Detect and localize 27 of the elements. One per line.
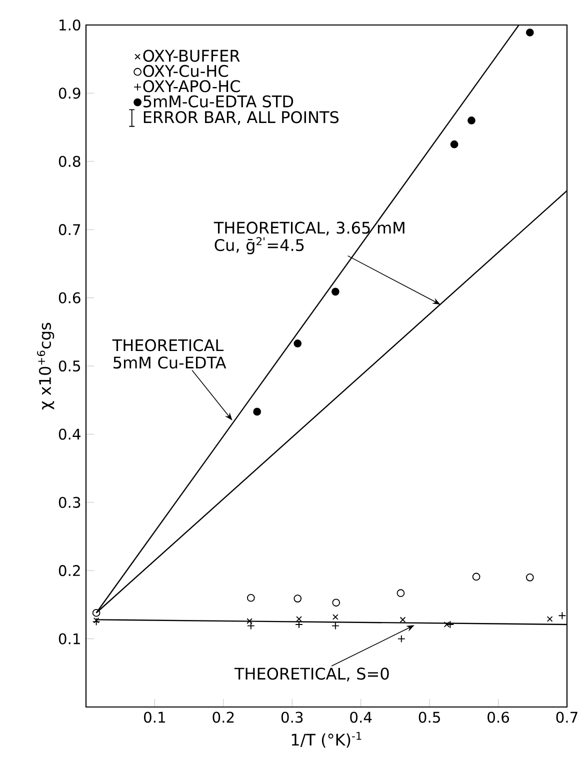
- x-tick-label: 0.5: [418, 712, 440, 723]
- x-tick-label: 0.2: [212, 712, 234, 723]
- annotation: ERROR BAR, ALL POINTS: [144, 111, 339, 125]
- legend-label: 5mM-Cu-EDTA STD: [144, 95, 294, 108]
- x-axis-title: 1/T (°K)$^{-1}$: [292, 732, 362, 748]
- y-tick-label: 0.3: [58, 496, 80, 508]
- y-tick-label: 1.0: [60, 19, 80, 31]
- y-tick-label: 0.9: [58, 88, 80, 99]
- x-tick-label: 0.6: [488, 712, 510, 723]
- legend-label: OXY-BUFFER: [143, 50, 240, 62]
- x-tick-label: 0.4: [350, 712, 372, 723]
- legend-label: OXY-APO-HC: [143, 80, 240, 92]
- y-tick-label: 0.8: [58, 156, 80, 167]
- y-tick-label: 0.1: [58, 633, 80, 644]
- legend-label: OXY-Cu-HC: [143, 64, 228, 78]
- y-tick-label: 0.2: [58, 565, 80, 576]
- y-tick-label: 0.5: [58, 360, 80, 372]
- y-axis-title: χ x10$^{+6}$cgs: [37, 322, 54, 410]
- x-tick-label: 0.3: [281, 712, 303, 723]
- y-tick-label: 0.7: [58, 224, 80, 236]
- annotation: THEORETICAL, 3.65 mM Cu, ḡ$^{2'}$=4.5: [214, 222, 404, 254]
- y-tick-label: 0.4: [58, 428, 80, 440]
- annotation: THEORETICAL 5mM Cu-EDTA: [112, 339, 226, 369]
- annotation: THEORETICAL, S=0: [234, 668, 389, 682]
- x-tick-label: 0.1: [144, 712, 166, 723]
- y-tick-label: 0.6: [58, 292, 80, 304]
- x-tick-label: 0.7: [556, 712, 578, 723]
